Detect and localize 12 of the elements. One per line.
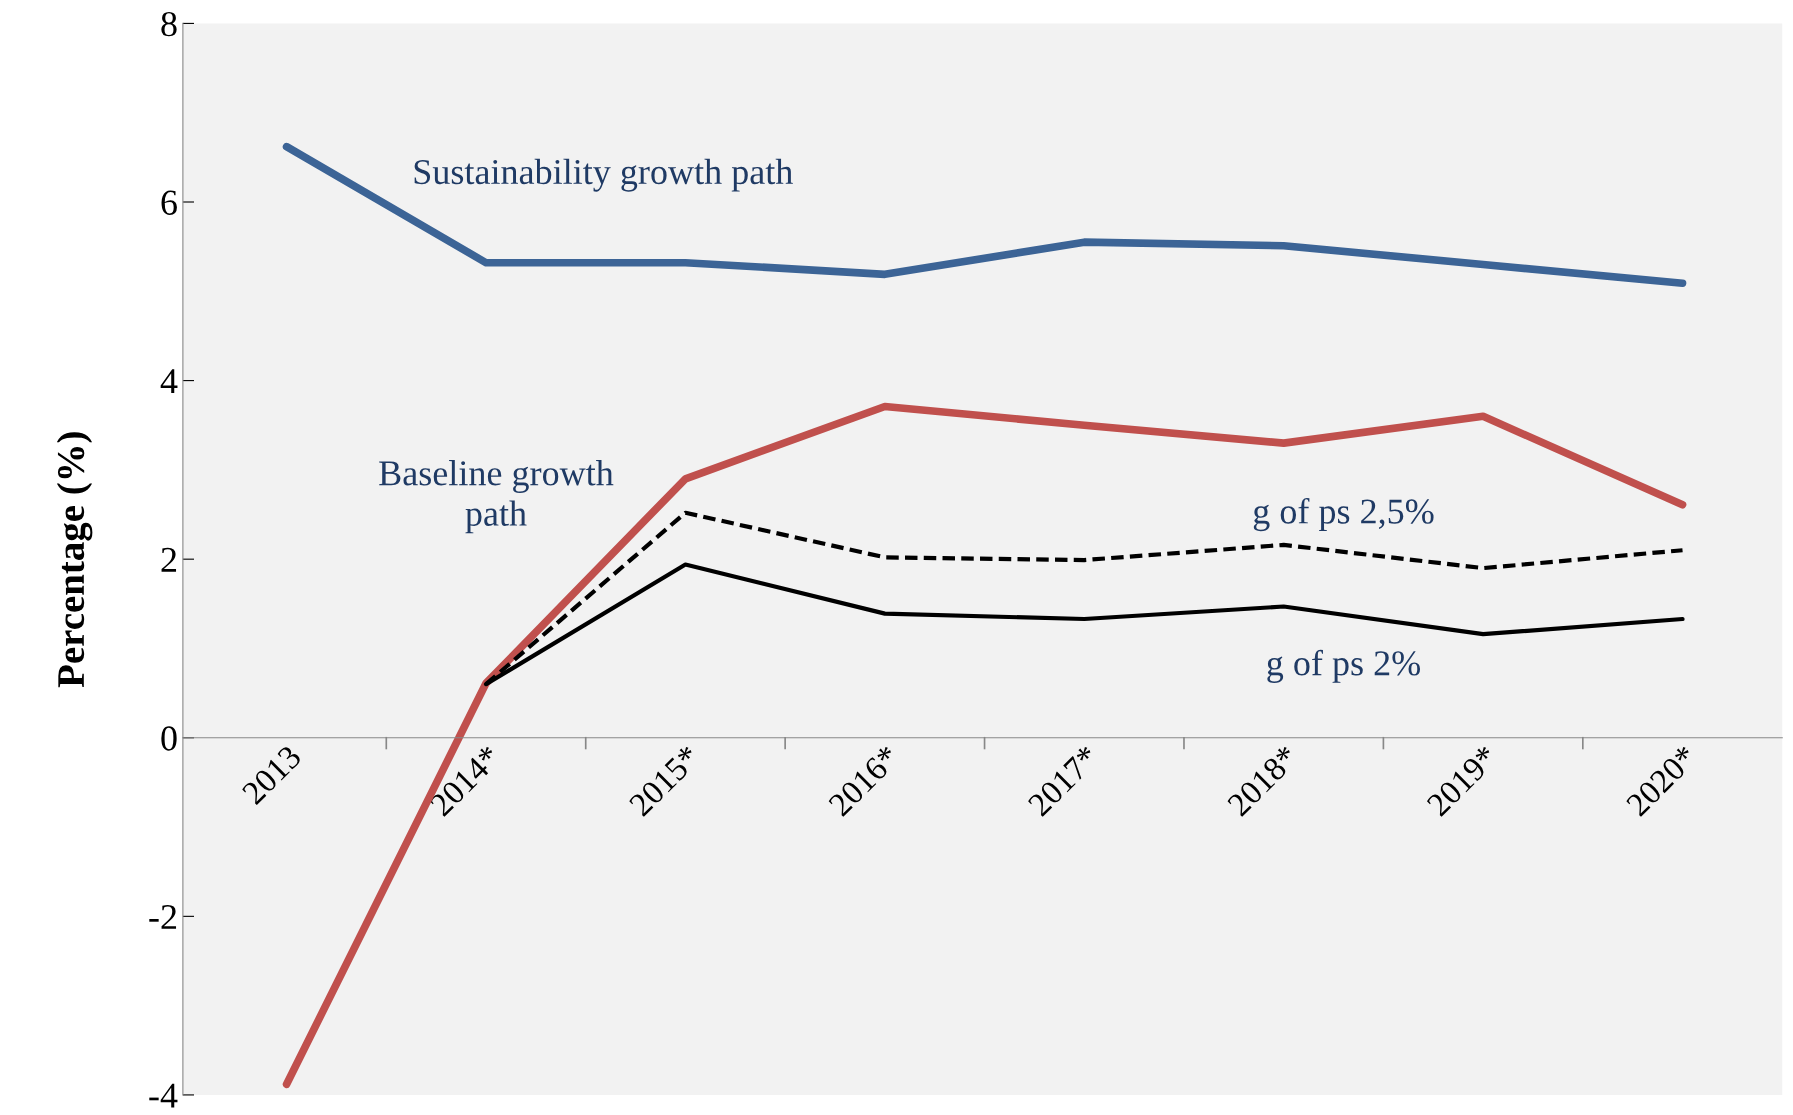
y-tick-label: -2: [149, 904, 177, 929]
y-tick-label: 0: [161, 726, 177, 751]
y-tick-label: 8: [161, 11, 177, 37]
y-tick-label: 4: [160, 369, 178, 394]
y-tick-label: 2: [161, 547, 177, 572]
series-label: Baseline growth path: [379, 460, 614, 534]
y-tick-label: -4: [149, 1083, 178, 1108]
series-label: Sustainability growth path: [414, 158, 793, 192]
series-label: g of ps 2%: [1267, 649, 1421, 683]
y-tick-label: 6: [161, 190, 177, 215]
series-label: g of ps 2,5%: [1253, 497, 1434, 532]
y-axis-title: Percentage (%): [56, 432, 93, 688]
